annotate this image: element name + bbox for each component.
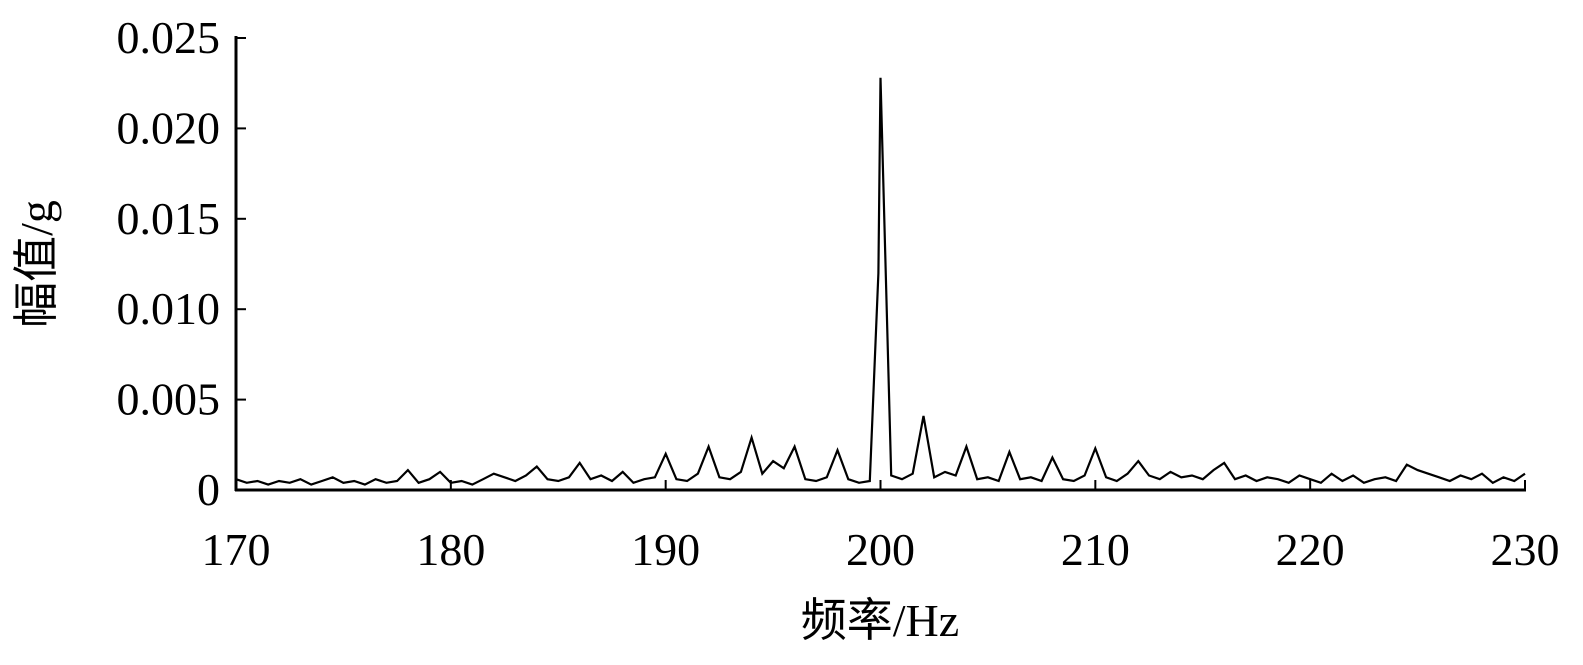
x-tick-label: 200: [846, 524, 915, 575]
y-tick-label: 0.025: [117, 12, 221, 63]
y-axis-label: 幅值/g: [11, 200, 62, 328]
x-tick-label: 180: [416, 524, 485, 575]
y-tick-label: 0.020: [117, 102, 221, 153]
y-tick-label: 0: [197, 464, 220, 515]
y-tick-label: 0.010: [117, 283, 221, 334]
x-tick-label: 210: [1061, 524, 1130, 575]
x-axis-label: 频率/Hz: [801, 595, 959, 646]
spectrum-line: [235, 77, 1526, 486]
y-tick-label: 0.015: [117, 193, 221, 244]
x-tick-label: 190: [631, 524, 700, 575]
y-tick-label: 0.005: [117, 374, 221, 425]
x-tick-label: 170: [202, 524, 271, 575]
x-tick-label: 230: [1491, 524, 1560, 575]
x-tick-label: 220: [1276, 524, 1345, 575]
